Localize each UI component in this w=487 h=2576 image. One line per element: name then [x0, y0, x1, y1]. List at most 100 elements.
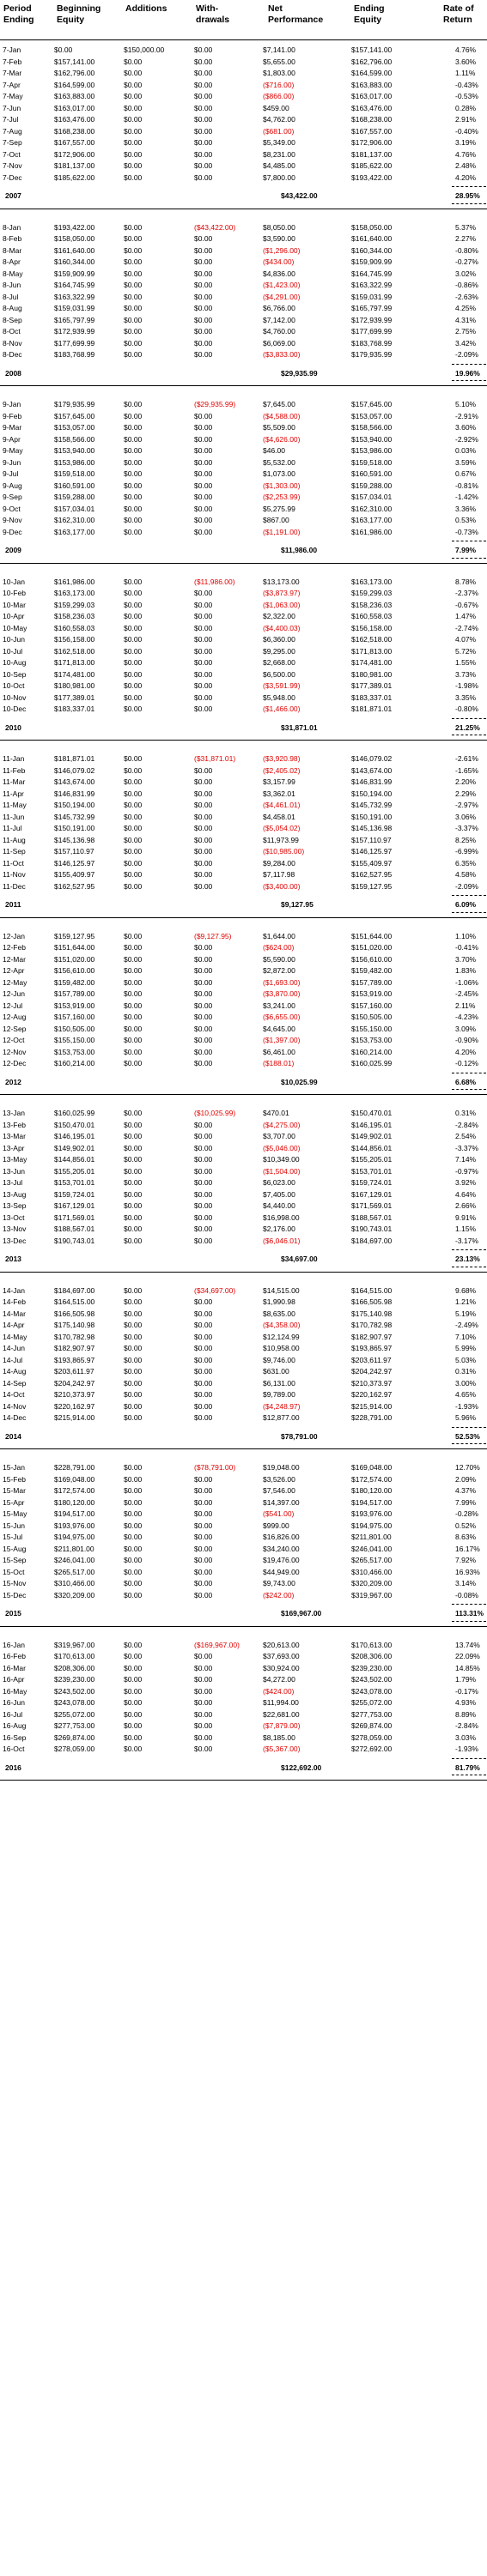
table-row: 12-Jun $157,789.00 $0.00 $0.00 ($3,870.00) $1… — [0, 989, 487, 1000]
cell-rate: -0.40% — [455, 126, 478, 136]
cell-net: ($4,248.97) — [263, 1401, 301, 1411]
cell-beginning: $184,697.00 — [54, 1285, 95, 1295]
cell-beginning: $239,230.00 — [54, 1675, 95, 1684]
cell-withdrawals: $0.00 — [194, 1189, 213, 1199]
cell-ending: $159,724.01 — [351, 1178, 393, 1187]
cell-additions: $0.00 — [124, 1401, 143, 1411]
cell-net: ($10,985.00) — [263, 847, 305, 856]
cell-beginning: $153,753.00 — [54, 1047, 95, 1056]
table-row: 13-Apr $149,902.01 $0.00 $0.00 ($5,046.00) $1… — [0, 1143, 487, 1154]
cell-withdrawals: $0.00 — [194, 469, 213, 478]
year-label: 2012 — [5, 1077, 21, 1086]
cell-withdrawals: $0.00 — [194, 292, 213, 301]
cell-ending: $203,611.97 — [351, 1355, 392, 1364]
cell-net: $12,877.00 — [263, 1413, 300, 1422]
cell-net: ($6,046.01) — [263, 1236, 301, 1245]
cell-rate: -1.93% — [455, 1745, 478, 1753]
total-underline — [452, 1089, 486, 1091]
cell-period: 16-Feb — [3, 1652, 26, 1660]
table-row: 8-Sep $165,797.99 $0.00 $0.00 $7,142.00 $172,… — [0, 315, 487, 326]
cell-withdrawals: $0.00 — [194, 411, 213, 420]
cell-net: $5,948.00 — [263, 692, 295, 702]
cell-net: $44,949.00 — [263, 1567, 300, 1576]
cell-rate: 4.93% — [455, 1698, 477, 1707]
section-divider — [0, 1271, 487, 1273]
table-row: 7-Jul $163,476.00 $0.00 $0.00 $4,762.00 $168,… — [0, 114, 487, 125]
cell-net: $19,476.00 — [263, 1556, 300, 1564]
cell-period: 10-Jun — [3, 635, 25, 644]
year-total-row: 2009 $11,986.00 7.99% — [0, 545, 487, 556]
cell-rate: 8.78% — [455, 577, 477, 586]
year-total-row: 2007 $43,422.00 28.95% — [0, 190, 487, 202]
cell-net: ($3,400.00) — [263, 881, 301, 891]
cell-period: 8-Jul — [3, 292, 19, 301]
cell-rate: -0.28% — [455, 1509, 478, 1518]
cell-rate: -2.37% — [455, 589, 478, 597]
year-label: 2009 — [5, 546, 21, 554]
cell-period: 14-Apr — [3, 1321, 25, 1329]
cell-additions: $0.00 — [124, 777, 143, 786]
cell-period: 16-Jan — [3, 1640, 25, 1649]
table-row: 7-Dec $185,622.00 $0.00 $0.00 $7,800.00 $193,… — [0, 172, 487, 184]
table-row: 15-Jul $194,975.00 $0.00 $0.00 $16,826.00 $21… — [0, 1532, 487, 1543]
cell-ending: $183,768.99 — [351, 338, 393, 348]
cell-rate: 3.36% — [455, 504, 477, 513]
cell-net: ($4,358.00) — [263, 1321, 301, 1329]
table-row: 12-Mar $151,020.00 $0.00 $0.00 $5,590.00 $156… — [0, 954, 487, 965]
cell-ending: $162,310.00 — [351, 504, 393, 513]
cell-net: $7,117.98 — [263, 870, 295, 879]
total-underline — [452, 1620, 486, 1623]
cell-additions: $0.00 — [124, 400, 143, 408]
cell-withdrawals: ($169,967.00) — [194, 1640, 240, 1649]
cell-additions: $0.00 — [124, 1013, 143, 1021]
cell-net: $6,360.00 — [263, 635, 295, 644]
cell-withdrawals: $0.00 — [194, 870, 213, 879]
cell-beginning: $174,481.00 — [54, 669, 95, 679]
cell-beginning: $160,558.03 — [54, 623, 95, 632]
cell-rate: 14.85% — [455, 1663, 480, 1672]
table-row: 16-Mar $208,306.00 $0.00 $0.00 $30,924.00 $23… — [0, 1663, 487, 1674]
table-row: 16-Jul $255,072.00 $0.00 $0.00 $22,681.00 $27… — [0, 1709, 487, 1720]
cell-net: $11,994.00 — [263, 1698, 299, 1707]
cell-additions: $0.00 — [124, 1390, 143, 1399]
cell-additions: $0.00 — [124, 138, 143, 147]
cell-additions: $0.00 — [124, 1544, 143, 1553]
cell-period: 9-May — [3, 446, 23, 455]
cell-period: 10-Jul — [3, 646, 23, 656]
cell-beginning: $170,782.98 — [54, 1332, 95, 1341]
cell-withdrawals: $0.00 — [194, 1332, 213, 1341]
table-row: 8-Jun $164,745.99 $0.00 $0.00 ($1,423.00) $16… — [0, 280, 487, 291]
cell-rate: -0.41% — [455, 943, 478, 952]
cell-beginning: $319,967.00 — [54, 1640, 95, 1649]
cell-period: 12-Oct — [3, 1036, 25, 1044]
cell-period: 12-Feb — [3, 943, 26, 952]
table-row: 7-May $163,883.00 $0.00 $0.00 ($866.00) $163,… — [0, 91, 487, 102]
cell-period: 13-Dec — [3, 1236, 27, 1245]
cell-period: 13-Feb — [3, 1120, 26, 1129]
table-row: 13-Mar $146,195.01 $0.00 $0.00 $3,707.00 $149… — [0, 1131, 487, 1142]
table-row: 9-Jun $153,986.00 $0.00 $0.00 $5,532.00 $159,… — [0, 457, 487, 469]
cell-period: 8-Oct — [3, 327, 21, 336]
cell-ending: $163,017.00 — [351, 92, 393, 100]
cell-period: 8-Jan — [3, 222, 21, 232]
cell-beginning: $246,041.00 — [54, 1556, 95, 1564]
cell-additions: $0.00 — [124, 1686, 143, 1696]
cell-period: 7-Nov — [3, 161, 22, 170]
cell-period: 7-Sep — [3, 138, 22, 147]
section-divider — [0, 1094, 487, 1095]
cell-additions: $0.00 — [124, 765, 143, 775]
cell-withdrawals: $0.00 — [194, 623, 213, 632]
cell-beginning: $160,344.00 — [54, 257, 95, 266]
cell-beginning: $164,745.99 — [54, 281, 95, 289]
cell-withdrawals: $0.00 — [194, 858, 213, 868]
table-row: 14-Feb $164,515.00 $0.00 $0.00 $1,990.98 $166… — [0, 1297, 487, 1308]
header-rate-of-return: Rate of Return — [443, 3, 474, 25]
cell-period: 7-Apr — [3, 80, 21, 89]
cell-net: ($4,275.00) — [263, 1120, 301, 1129]
cell-net: $2,872.00 — [263, 966, 295, 975]
cell-beginning: $159,299.03 — [54, 600, 95, 609]
cell-period: 9-Dec — [3, 527, 22, 536]
cell-additions: $0.00 — [124, 692, 143, 702]
table-row: 7-Oct $172,906.00 $0.00 $0.00 $8,231.00 $181,… — [0, 149, 487, 160]
cell-withdrawals: $0.00 — [194, 1413, 213, 1422]
